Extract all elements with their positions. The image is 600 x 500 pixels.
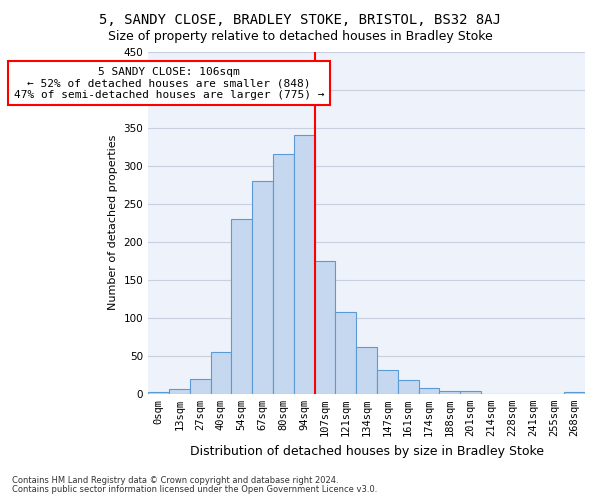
Bar [377,370,398,394]
Bar [273,154,294,394]
Bar [169,389,190,394]
X-axis label: Distribution of detached houses by size in Bradley Stoke: Distribution of detached houses by size … [190,444,544,458]
Y-axis label: Number of detached properties: Number of detached properties [108,135,118,310]
Bar [335,312,356,394]
Text: Contains public sector information licensed under the Open Government Licence v3: Contains public sector information licen… [12,485,377,494]
Bar [232,219,252,394]
Bar [356,348,377,394]
Bar [419,388,439,394]
Bar [148,392,169,394]
Bar [190,378,211,394]
Bar [460,391,481,394]
Bar [439,391,460,394]
Bar [564,392,585,394]
Bar [211,352,232,394]
Text: 5, SANDY CLOSE, BRADLEY STOKE, BRISTOL, BS32 8AJ: 5, SANDY CLOSE, BRADLEY STOKE, BRISTOL, … [99,12,501,26]
Text: Contains HM Land Registry data © Crown copyright and database right 2024.: Contains HM Land Registry data © Crown c… [12,476,338,485]
Bar [314,260,335,394]
Text: 5 SANDY CLOSE: 106sqm
← 52% of detached houses are smaller (848)
47% of semi-det: 5 SANDY CLOSE: 106sqm ← 52% of detached … [14,66,324,100]
Bar [252,181,273,394]
Bar [294,135,314,394]
Bar [398,380,419,394]
Text: Size of property relative to detached houses in Bradley Stoke: Size of property relative to detached ho… [107,30,493,43]
